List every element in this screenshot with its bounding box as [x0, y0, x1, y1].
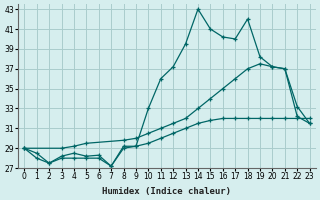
X-axis label: Humidex (Indice chaleur): Humidex (Indice chaleur) [102, 187, 231, 196]
